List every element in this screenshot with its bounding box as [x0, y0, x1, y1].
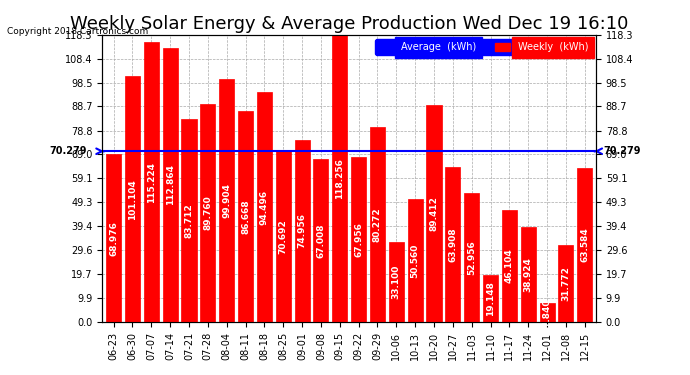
Bar — [351, 157, 366, 322]
Text: 19.148: 19.148 — [486, 281, 495, 316]
Text: 70.279: 70.279 — [50, 146, 87, 156]
Text: 112.864: 112.864 — [166, 164, 175, 206]
Text: 33.100: 33.100 — [392, 265, 401, 299]
Text: 67.008: 67.008 — [317, 224, 326, 258]
Bar — [408, 199, 423, 322]
Bar — [370, 127, 385, 322]
Text: 68.976: 68.976 — [109, 221, 118, 256]
Bar — [313, 159, 328, 322]
Text: 74.956: 74.956 — [297, 213, 306, 249]
Bar — [200, 104, 215, 322]
Bar — [426, 105, 442, 322]
Text: 38.924: 38.924 — [524, 257, 533, 292]
Text: 7.840: 7.840 — [542, 298, 551, 327]
Title: Weekly Solar Energy & Average Production Wed Dec 19 16:10: Weekly Solar Energy & Average Production… — [70, 15, 629, 33]
Text: 63.584: 63.584 — [580, 227, 589, 262]
Bar — [540, 303, 555, 322]
Text: 86.668: 86.668 — [241, 200, 250, 234]
Text: 101.104: 101.104 — [128, 179, 137, 219]
Text: 99.904: 99.904 — [222, 183, 231, 218]
Text: 31.772: 31.772 — [562, 266, 571, 301]
Bar — [125, 76, 140, 322]
Bar — [144, 42, 159, 322]
Bar — [257, 92, 272, 322]
Bar — [388, 242, 404, 322]
Bar — [464, 194, 480, 322]
Bar — [502, 210, 517, 322]
Text: 63.908: 63.908 — [448, 227, 457, 262]
Text: Copyright 2018 Cartronics.com: Copyright 2018 Cartronics.com — [7, 27, 148, 36]
Text: 70.692: 70.692 — [279, 219, 288, 254]
Text: 52.956: 52.956 — [467, 240, 476, 275]
Bar — [445, 167, 460, 322]
Bar — [558, 245, 573, 322]
Text: 67.956: 67.956 — [354, 222, 363, 257]
Bar — [219, 79, 234, 322]
Text: 70.279: 70.279 — [603, 146, 640, 156]
Bar — [295, 140, 310, 322]
Bar — [181, 118, 197, 322]
Text: 89.760: 89.760 — [204, 196, 213, 230]
Bar — [483, 276, 498, 322]
Text: 94.496: 94.496 — [260, 190, 269, 225]
Bar — [276, 150, 290, 322]
Bar — [238, 111, 253, 322]
Bar — [106, 154, 121, 322]
Text: 115.224: 115.224 — [147, 162, 156, 202]
Bar — [578, 168, 592, 322]
Text: 83.712: 83.712 — [184, 203, 193, 238]
Text: 50.560: 50.560 — [411, 243, 420, 278]
Text: 46.104: 46.104 — [505, 249, 514, 284]
Legend: Average  (kWh), Weekly  (kWh): Average (kWh), Weekly (kWh) — [375, 39, 591, 55]
Bar — [163, 48, 177, 322]
Bar — [332, 34, 347, 322]
Bar — [521, 228, 535, 322]
Text: 118.256: 118.256 — [335, 158, 344, 199]
Text: 80.272: 80.272 — [373, 207, 382, 242]
Text: 89.412: 89.412 — [429, 196, 438, 231]
